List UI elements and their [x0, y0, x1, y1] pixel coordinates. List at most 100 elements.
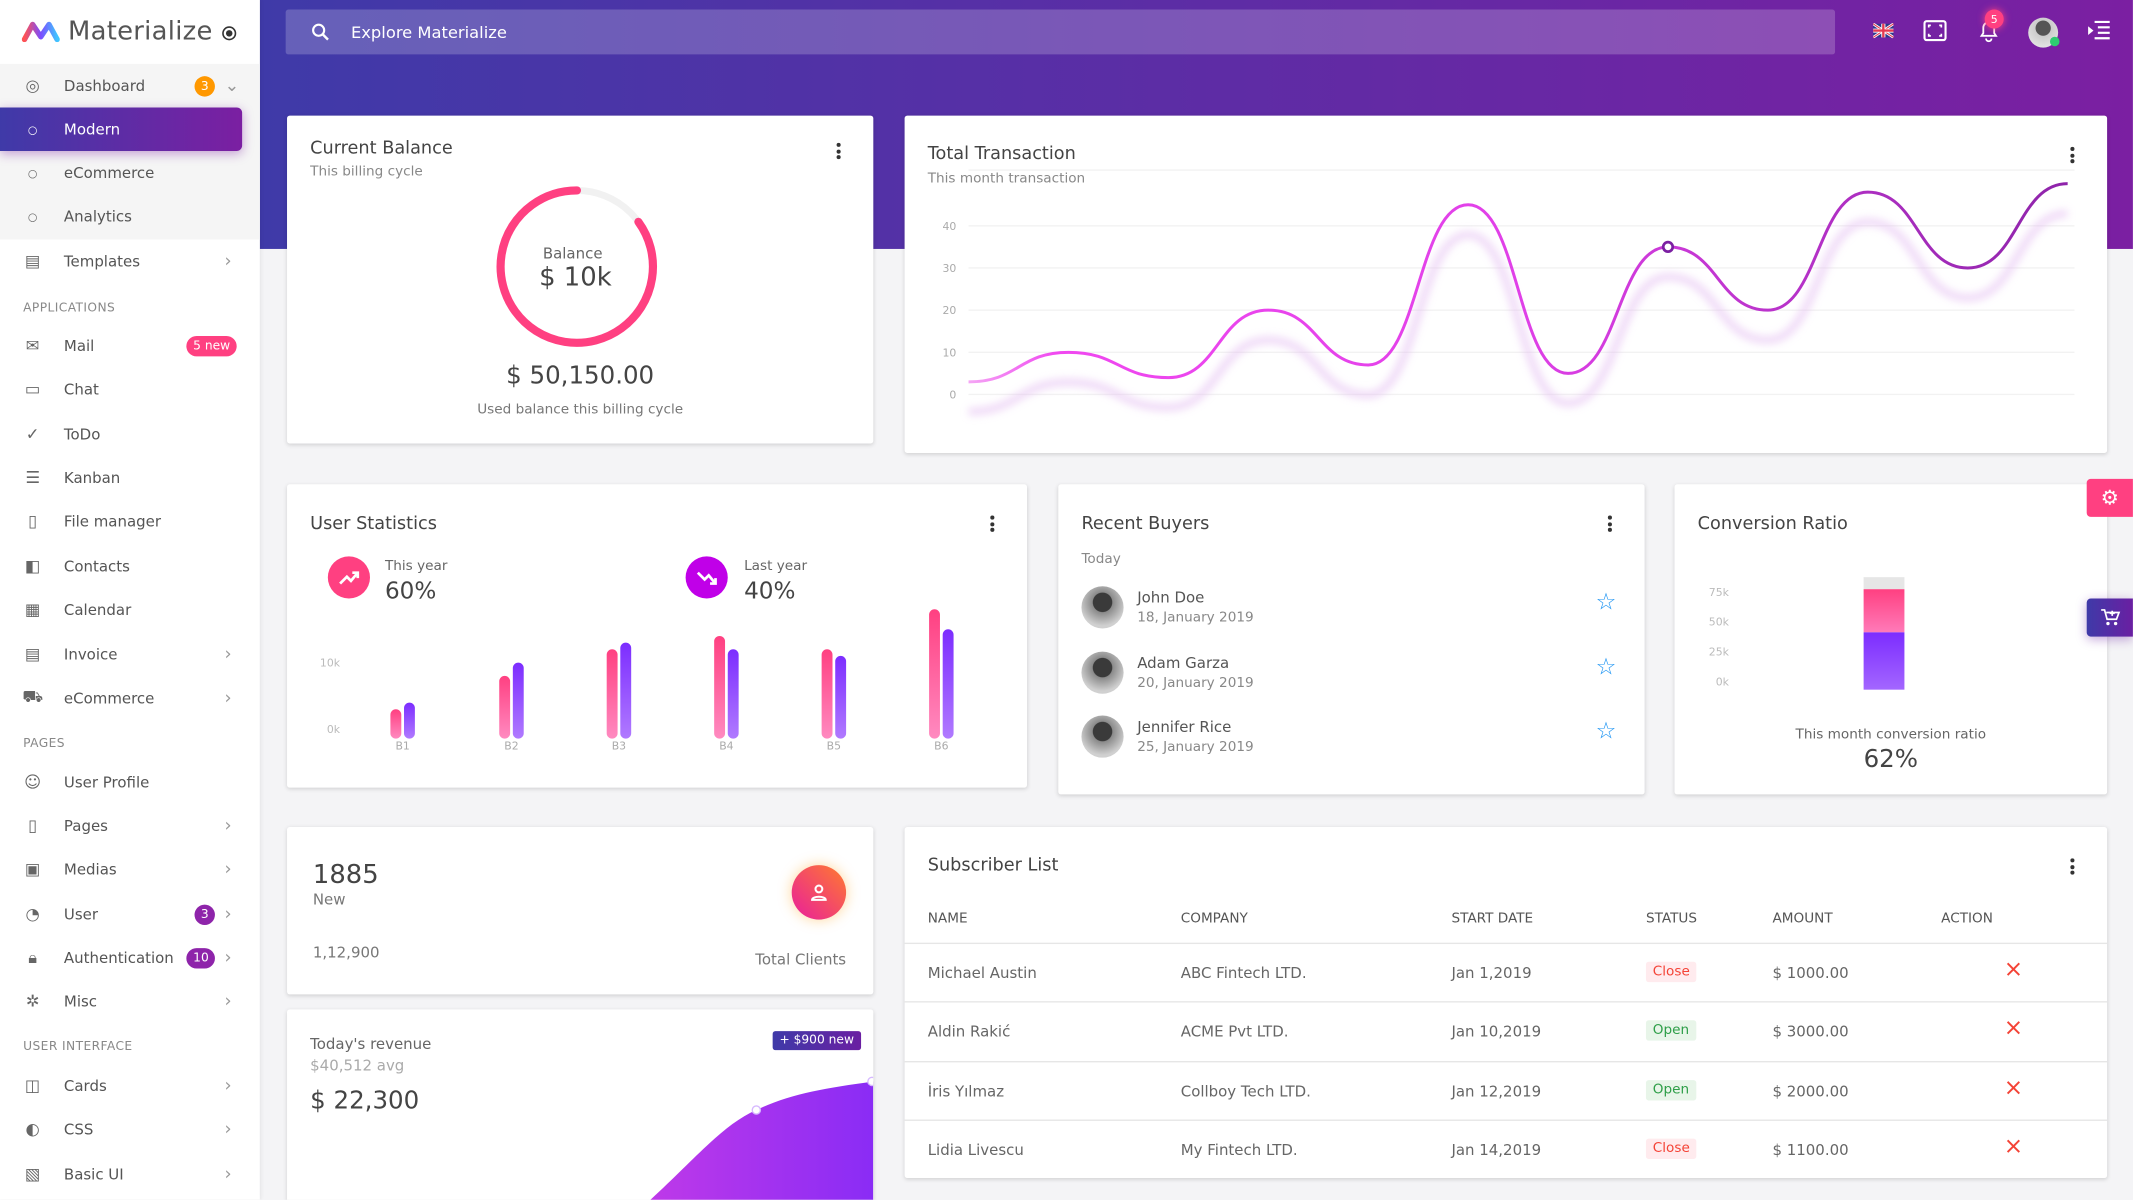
sidebar-item-label: Misc: [63, 992, 98, 1011]
y-tick-label: 20: [942, 304, 956, 317]
sidebar-item-templates[interactable]: ▤ Templates ›: [0, 239, 260, 283]
sidebar-item-calendar[interactable]: ▦ Calendar: [0, 588, 260, 632]
revenue-card: Today's revenue $40,512 avg $ 22,300 + $…: [287, 1009, 874, 1200]
sidebar-item-analytics[interactable]: ○ Analytics: [0, 195, 260, 239]
star-icon[interactable]: ☆: [1595, 653, 1617, 681]
logo-icon: [21, 21, 60, 43]
chevron-right-icon: ›: [224, 1118, 232, 1140]
column-header: ACTION: [1941, 911, 1993, 927]
fullscreen-icon[interactable]: [1922, 19, 1948, 42]
y-tick-label: 50k: [1709, 616, 1730, 629]
section-header-user_interface: USER INTERFACE: [23, 1040, 133, 1055]
cell-amount: $ 3000.00: [1772, 1023, 1849, 1042]
sidebar-item-label: Authentication: [63, 948, 174, 967]
bar-B4-series-2: [727, 649, 739, 739]
invoice-icon: ▤: [24, 644, 41, 664]
sidebar-item-css[interactable]: ◐ CSS ›: [0, 1107, 260, 1151]
cell-amount: $ 1000.00: [1772, 964, 1849, 983]
more-options-icon[interactable]: [985, 514, 999, 533]
star-icon[interactable]: ☆: [1595, 589, 1617, 617]
sidebar-item-mail[interactable]: ✉ Mail 5 new: [0, 324, 260, 368]
sidebar-item-pages[interactable]: ▯ Pages ›: [0, 804, 260, 848]
y-tick-label: 25k: [1709, 646, 1730, 659]
sidebar-item-label: Dashboard: [63, 76, 146, 95]
more-options-icon[interactable]: [831, 141, 845, 160]
sidebar-item-todo[interactable]: ✓ ToDo: [0, 412, 260, 456]
more-options-icon[interactable]: [1602, 514, 1616, 533]
more-options-icon[interactable]: [2065, 146, 2079, 165]
chevron-right-icon: ›: [224, 903, 232, 925]
buyer-list-item[interactable]: Adam Garza 20, January 2019 ☆: [1058, 650, 1644, 705]
menu-toggle-icon[interactable]: [2088, 20, 2110, 40]
cart-icon: ⛟: [22, 686, 43, 706]
sidebar-item-basic-ui[interactable]: ▧ Basic UI ›: [0, 1152, 260, 1196]
bar-B4-series-1: [714, 635, 726, 739]
close-icon[interactable]: ×: [2003, 1132, 2024, 1161]
close-icon[interactable]: ×: [2003, 956, 2024, 984]
sidebar-item-label: Analytics: [63, 207, 132, 226]
sidebar-item-authentication[interactable]: 🔒︎ Authentication 10 ›: [0, 936, 260, 980]
sidebar-item-label: Cards: [63, 1076, 107, 1095]
bar-B1-series-2: [404, 702, 415, 739]
sidebar-item-label: Templates: [63, 252, 141, 271]
sidebar-item-chat[interactable]: ▭ Chat: [0, 367, 260, 411]
today-label: Today: [1081, 552, 1121, 568]
clipboard-icon: ▯: [28, 511, 38, 531]
chevron-right-icon: ›: [224, 947, 232, 968]
buyer-list-item[interactable]: Jennifer Rice 25, January 2019 ☆: [1058, 715, 1644, 770]
dashboard-icon: ◎: [25, 76, 40, 96]
column-header: NAME: [927, 911, 968, 927]
sidebar-item-medias[interactable]: ▣ Medias ›: [0, 847, 260, 891]
chevron-right-icon: ›: [224, 1075, 232, 1096]
x-tick-label: B1: [395, 740, 409, 753]
trending-up-icon: [327, 556, 371, 599]
sidebar-item-contacts[interactable]: ◧ Contacts: [0, 544, 260, 588]
cell-name: Aldin Rakić: [927, 1023, 1011, 1042]
chat-icon: ▭: [24, 379, 41, 399]
column-header: START DATE: [1451, 911, 1534, 927]
cell-amount: $ 1100.00: [1772, 1141, 1849, 1159]
uk-flag-icon[interactable]: [1873, 23, 1894, 39]
sidebar-item-dashboard[interactable]: ◎ Dashboard 3 ⌄: [0, 64, 260, 108]
status-badge: Close: [1645, 961, 1697, 983]
last-year-value: 40%: [744, 578, 796, 606]
sidebar-item-user[interactable]: ◔ User 3 ›: [0, 892, 260, 936]
buyer-list-item[interactable]: John Doe 18, January 2019 ☆: [1058, 586, 1644, 640]
section-header-pages: PAGES: [23, 737, 65, 751]
sidebar-item-kanban[interactable]: ☰ Kanban: [0, 456, 260, 500]
sidebar-item-file-manager[interactable]: ▯ File manager: [0, 499, 260, 543]
conversion-ratio-card: Conversion Ratio 0k 25k 50k 75k This month …: [1674, 484, 2108, 795]
radio-toggle-icon[interactable]: [222, 26, 237, 41]
balance-caption: Used balance this billing cycle: [477, 402, 684, 418]
sidebar-item-invoice[interactable]: ▤ Invoice ›: [0, 633, 260, 677]
user-statistics-bar-chart: 0k 10k B1 B2 B3 B4 B5 B6: [320, 609, 954, 753]
sidebar-item-ecommerce[interactable]: ⛟ eCommerce ›: [0, 676, 260, 720]
sidebar-item-user-profile[interactable]: ☺ User Profile: [0, 760, 260, 804]
close-icon[interactable]: ×: [2003, 1015, 2024, 1043]
online-status-dot: [2049, 36, 2060, 47]
search-bar[interactable]: Explore Materialize: [285, 9, 1836, 55]
sidebar-item-ecommerce[interactable]: ○ eCommerce: [0, 151, 260, 195]
cart-button[interactable]: [2086, 598, 2133, 637]
logo[interactable]: Materialize: [21, 16, 213, 46]
current-balance-card: Current Balance This billing cycle Balan…: [287, 115, 874, 444]
sidebar-item-cards[interactable]: ◫ Cards ›: [0, 1064, 260, 1108]
sidebar-item-modern[interactable]: ○ Modern: [0, 107, 243, 151]
sidebar-item-misc[interactable]: ✲ Misc ›: [0, 979, 260, 1023]
sidebar-item-label: Pages: [63, 816, 108, 835]
more-options-icon[interactable]: [2065, 857, 2079, 876]
buyer-avatar: [1081, 715, 1124, 758]
bar-B2-series-2: [512, 662, 524, 739]
chevron-right-icon: ›: [224, 990, 232, 1012]
contacts-icon: ◧: [24, 556, 41, 576]
cell-company: ABC Fintech LTD.: [1180, 964, 1307, 983]
star-icon[interactable]: ☆: [1595, 718, 1617, 746]
sidebar-item-label: User: [63, 905, 99, 923]
buyer-name: John Doe: [1137, 589, 1205, 607]
notification-count: 5: [1984, 9, 2004, 29]
close-icon[interactable]: ×: [2003, 1074, 2024, 1102]
section-header-applications: APPLICATIONS: [23, 301, 116, 316]
x-tick-label: B3: [612, 740, 626, 753]
search-input[interactable]: Explore Materialize: [350, 22, 507, 42]
settings-button[interactable]: ⚙: [2086, 478, 2133, 517]
